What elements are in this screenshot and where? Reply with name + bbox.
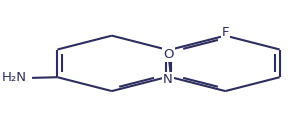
Text: O: O [163,48,174,61]
Text: N: N [163,73,172,86]
Text: H₂N: H₂N [2,71,27,84]
Text: F: F [221,26,229,39]
